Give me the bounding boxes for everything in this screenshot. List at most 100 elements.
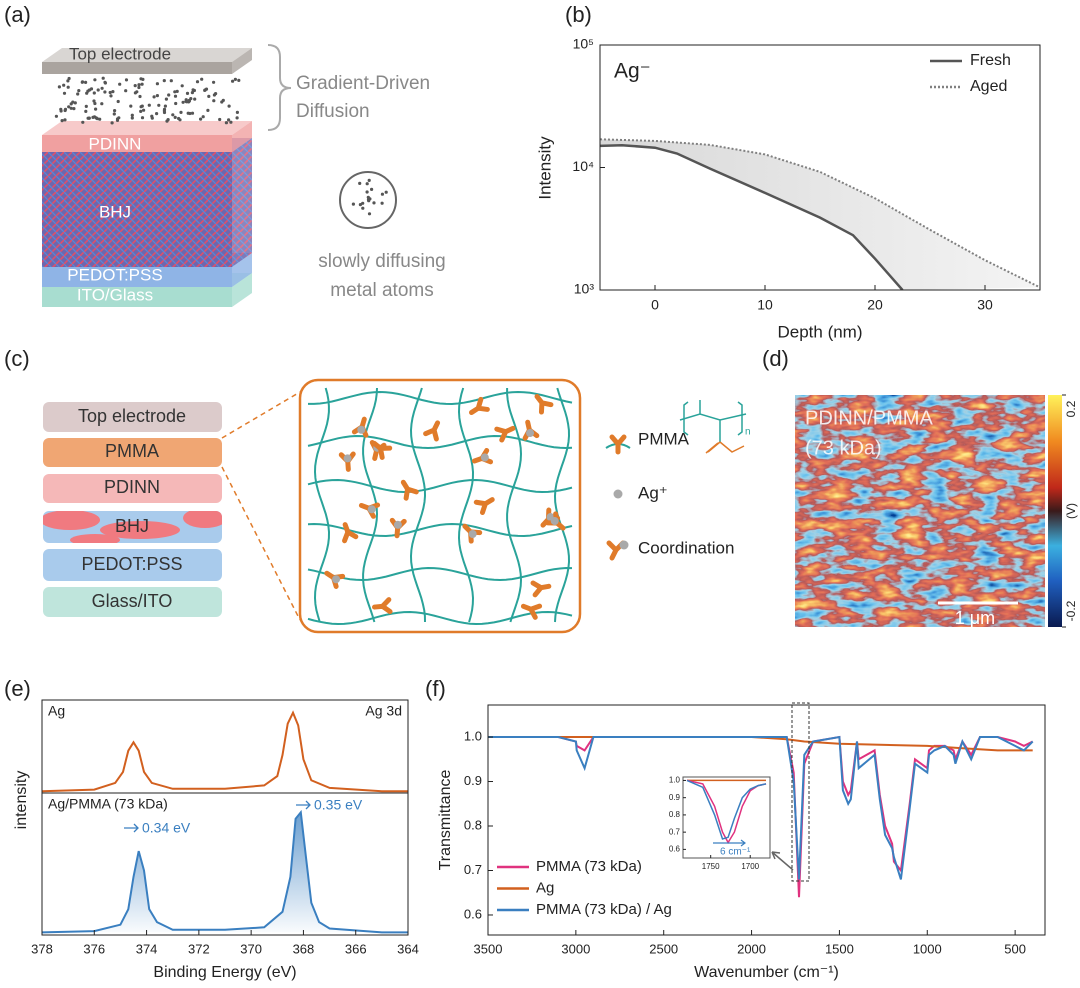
atom — [165, 119, 169, 123]
atom — [380, 201, 384, 205]
atom — [124, 78, 129, 82]
legend-label: PMMA — [638, 429, 690, 448]
atom — [365, 190, 369, 194]
silver-ion — [367, 505, 376, 514]
silver-ion — [550, 516, 559, 525]
x-tick-label: 364 — [397, 941, 419, 956]
atom — [173, 115, 177, 119]
atom — [62, 91, 67, 95]
zoom-line — [221, 391, 301, 439]
atom — [140, 82, 144, 86]
atom — [113, 109, 117, 113]
x-tick-label: 0 — [651, 297, 659, 313]
ester-arm — [372, 597, 393, 615]
silver-ion — [332, 575, 341, 584]
atom — [62, 83, 66, 87]
atom — [117, 116, 121, 120]
x-tick-label: 3000 — [561, 941, 590, 956]
axis-label: intensity — [13, 771, 30, 830]
axis-label: Depth (nm) — [777, 322, 862, 341]
colorbar-tick-label: -0.2 — [1064, 600, 1078, 621]
shift-arrow — [124, 823, 139, 833]
y-tick-label: 0.7 — [464, 862, 482, 877]
atom — [129, 104, 133, 108]
atom — [67, 105, 71, 109]
colorbar-unit: (V) — [1064, 503, 1078, 519]
legend-ester — [609, 434, 627, 455]
x-tick-label: 368 — [293, 941, 315, 956]
atom — [201, 115, 205, 119]
axis-label: Wavenumber (cm⁻¹) — [694, 964, 839, 981]
layer-side — [232, 121, 252, 152]
data-line — [41, 809, 408, 934]
x-tick-label: 2000 — [737, 941, 766, 956]
y-tick-label: 0.8 — [669, 810, 681, 819]
polymer-chain — [307, 566, 573, 582]
layer-label: ITO/Glass — [77, 285, 153, 304]
atom — [139, 105, 143, 109]
atom — [110, 121, 114, 125]
silver-ion — [343, 454, 352, 463]
layer-front — [42, 287, 232, 307]
layer-label: PMMA — [105, 441, 159, 461]
plot-area — [488, 735, 1034, 898]
ester-arm — [473, 497, 495, 515]
atom — [112, 112, 116, 116]
data-line — [686, 779, 767, 845]
bracket — [267, 44, 292, 131]
x-tick-label: 376 — [83, 941, 105, 956]
atom — [181, 100, 185, 104]
polymer-chain — [308, 390, 573, 406]
atom — [118, 82, 122, 86]
ester-group — [371, 440, 393, 460]
polymer-chain — [313, 387, 331, 623]
series-label: Ag/PMMA (73 kDa) — [48, 796, 168, 812]
data-line — [600, 143, 904, 290]
x-tick-label: 374 — [136, 941, 158, 956]
atom — [214, 92, 218, 96]
polymer-chain — [307, 522, 573, 538]
layer-label: PEDOT:PSS — [81, 554, 182, 574]
panel-label: (c) — [4, 346, 30, 371]
atom — [109, 94, 113, 98]
ester-arm — [520, 603, 543, 620]
layer-side — [232, 273, 252, 307]
layer-box — [43, 549, 222, 581]
atom — [367, 212, 372, 216]
atom — [96, 88, 100, 92]
atom — [358, 181, 362, 185]
data-line — [600, 138, 1040, 289]
atom — [372, 201, 376, 205]
atom — [84, 80, 88, 84]
atom — [98, 117, 102, 121]
layer-box — [43, 587, 222, 617]
ester-group — [522, 419, 540, 441]
atom — [221, 98, 225, 102]
legend-label: Ag — [536, 879, 554, 896]
atom — [93, 101, 97, 106]
ester-arm — [534, 393, 554, 415]
atom — [57, 85, 62, 89]
x-tick-label: 372 — [188, 941, 210, 956]
ester-arm — [423, 420, 441, 442]
colorbar — [1048, 395, 1062, 627]
atom — [103, 90, 107, 94]
atom — [180, 84, 184, 88]
atom — [169, 79, 173, 83]
atom — [224, 121, 228, 125]
atom — [175, 89, 179, 93]
atom — [164, 97, 168, 101]
atom — [67, 76, 71, 81]
y-tick-label: 1.0 — [464, 728, 482, 743]
inset-shift-arrow — [713, 839, 746, 847]
ester-arm — [400, 479, 419, 501]
polymer-chain — [307, 434, 573, 450]
chemical-structure — [679, 400, 747, 454]
atom — [162, 79, 166, 83]
shift-arrow — [296, 800, 311, 810]
repeat-unit: n — [745, 427, 751, 438]
atom — [77, 89, 81, 93]
atom — [174, 101, 178, 106]
